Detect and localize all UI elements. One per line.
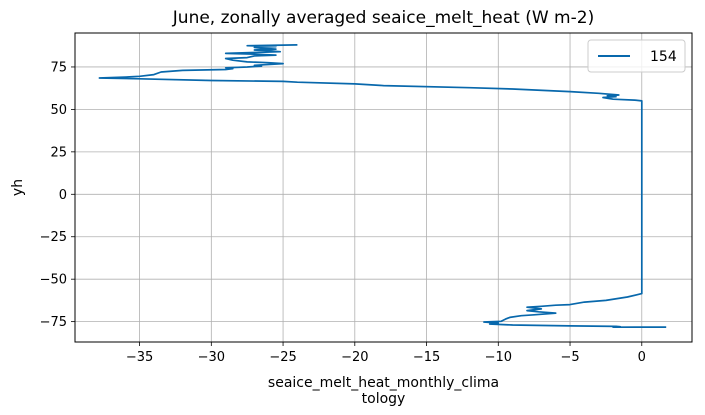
chart-title: June, zonally averaged seaice_melt_heat … bbox=[172, 8, 594, 28]
series-line-154 bbox=[98, 44, 667, 329]
x-axis-label-line1: seaice_melt_heat_monthly_clima bbox=[268, 375, 499, 391]
x-tick-label: 0 bbox=[638, 350, 646, 365]
legend-label: 154 bbox=[650, 49, 677, 65]
legend: 154 bbox=[587, 39, 686, 73]
plot-frame bbox=[74, 32, 693, 343]
x-axis-label-line2: tology bbox=[362, 391, 406, 407]
x-tick-label: −5 bbox=[560, 350, 579, 365]
x-tick-label: −35 bbox=[126, 350, 153, 365]
x-tick-label: −10 bbox=[485, 350, 512, 365]
y-tick-label: 0 bbox=[59, 188, 67, 203]
legend-box bbox=[587, 39, 686, 73]
y-tick-label: 75 bbox=[50, 60, 67, 75]
y-axis-label: yh bbox=[10, 179, 26, 196]
y-tick-label: 50 bbox=[50, 103, 67, 118]
series-layer bbox=[98, 44, 667, 329]
y-tick-label: −25 bbox=[40, 230, 67, 245]
x-tick-label: −15 bbox=[413, 350, 440, 365]
x-tick-label: −25 bbox=[269, 350, 296, 365]
y-tick-label: −75 bbox=[40, 315, 67, 330]
x-tick-label: −20 bbox=[341, 350, 368, 365]
x-tick-label: −30 bbox=[198, 350, 225, 365]
grid bbox=[75, 33, 692, 342]
y-tick-label: 25 bbox=[50, 145, 67, 160]
y-tick-label: −50 bbox=[40, 273, 67, 288]
